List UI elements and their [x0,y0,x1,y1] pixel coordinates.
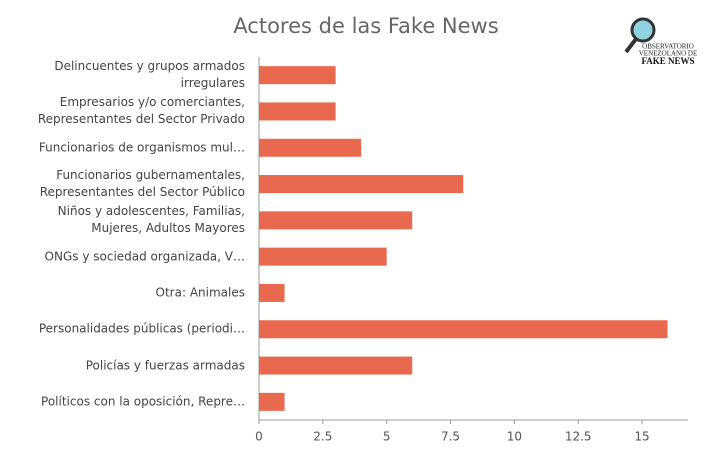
bar [259,283,285,302]
logo-lens [630,17,656,43]
y-tick-label: Funcionarios de organismos mul… [38,140,245,155]
y-tick-label: Políticos con la oposición, Repre… [41,394,245,409]
x-tick-label: 0 [255,430,263,444]
bar [259,247,387,266]
logo-handle [624,37,638,54]
bar [259,392,285,411]
y-tick-label: Funcionarios gubernamentales, Representa… [39,168,245,200]
x-tick-label: 12.5 [565,430,592,444]
bar [259,138,362,157]
bar [259,66,336,85]
x-tick-label: 7.5 [441,430,460,444]
y-tick-label: Personalidades públicas (periodi… [38,321,245,336]
y-tick-label: Empresarios y/o comerciantes, Representa… [37,95,245,127]
y-tick-label: Delincuentes y grupos armados irregulare… [54,59,245,91]
bar [259,175,464,194]
y-tick-label: Policías y fuerzas armadas [85,358,245,373]
logo-text: VENEZOLANO DE [639,50,698,58]
bar [259,211,413,230]
y-tick-label: ONGs y sociedad organizada, V… [44,249,245,264]
x-tick-label: 2.5 [313,430,332,444]
x-tick-label: 15 [634,430,649,444]
chart-title: Actores de las Fake News [233,14,498,38]
bar [259,356,413,375]
bar [259,320,668,339]
x-tick-label: 5 [383,430,391,444]
logo-text: FAKE NEWS [641,56,694,66]
x-tick-label: 10 [507,430,522,444]
bar [259,102,336,121]
y-tick-label: Otra: Animales [155,285,245,300]
y-tick-label: Niños y adolescentes, Familias, Mujeres,… [57,204,245,236]
logo-text: OBSERVATORIO [642,43,694,51]
logo: OBSERVATORIO VENEZOLANO DE FAKE NEWS [624,17,698,66]
